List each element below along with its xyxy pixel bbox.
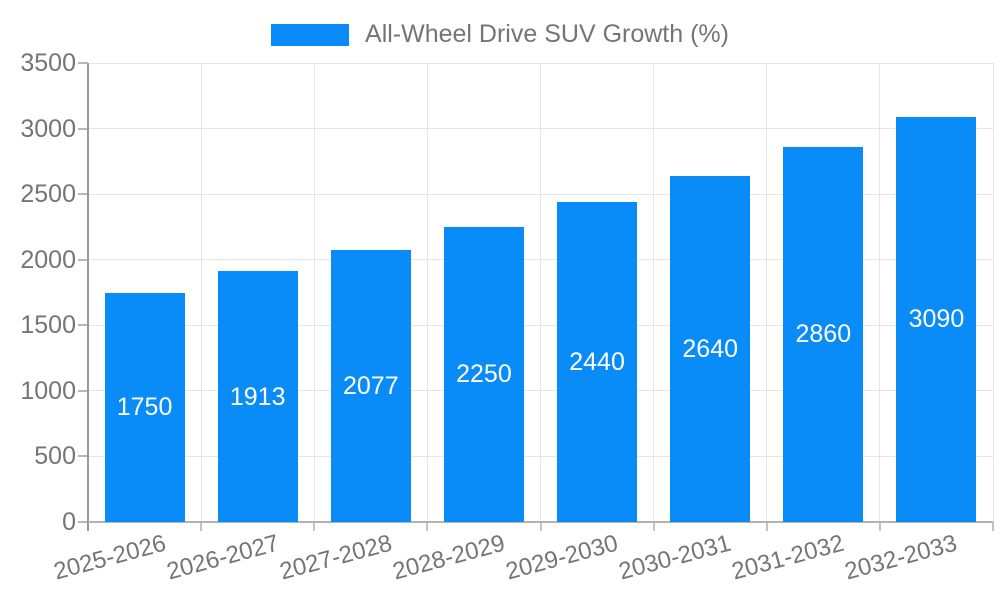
bar[interactable] bbox=[557, 202, 638, 522]
legend-swatch bbox=[271, 23, 350, 46]
x-gridline bbox=[313, 63, 315, 522]
x-tick-mark bbox=[652, 522, 655, 531]
bar[interactable] bbox=[896, 116, 977, 522]
x-tick-mark bbox=[539, 522, 542, 531]
bar[interactable] bbox=[443, 226, 524, 522]
y-tick-mark bbox=[78, 193, 88, 196]
bar[interactable] bbox=[104, 292, 185, 522]
y-tick-label: 3500 bbox=[20, 49, 76, 77]
x-tick-mark bbox=[313, 522, 316, 531]
bar-value-label: 2250 bbox=[456, 360, 512, 389]
x-tick-mark bbox=[878, 522, 881, 531]
y-tick-label: 1500 bbox=[20, 311, 76, 340]
y-tick-label: 2500 bbox=[20, 180, 76, 209]
x-gridline bbox=[879, 63, 881, 522]
bar-value-label: 1750 bbox=[116, 393, 173, 422]
bar-value-label: 2077 bbox=[343, 371, 399, 400]
x-tick-label: 2026-2027 bbox=[163, 529, 282, 586]
y-tick-label: 500 bbox=[34, 442, 76, 471]
x-tick-mark bbox=[200, 522, 203, 531]
x-tick-label: 2025-2026 bbox=[50, 529, 169, 586]
y-tick-mark bbox=[78, 62, 88, 64]
y-tick-label: 0 bbox=[62, 508, 76, 536]
y-tick-label: 2000 bbox=[20, 245, 76, 274]
x-gridline bbox=[766, 63, 768, 522]
y-axis-line bbox=[87, 63, 89, 531]
bar[interactable] bbox=[330, 249, 411, 522]
y-tick-mark bbox=[78, 389, 88, 392]
y-tick-label: 3000 bbox=[20, 114, 76, 143]
x-tick-label: 2028-2029 bbox=[389, 529, 508, 586]
y-tick-label: 1000 bbox=[20, 376, 76, 405]
x-axis-line bbox=[88, 521, 993, 523]
y-tick-mark bbox=[78, 127, 88, 130]
bar-value-label: 2440 bbox=[569, 348, 625, 376]
x-tick-label: 2031-2032 bbox=[729, 529, 848, 586]
bar[interactable] bbox=[670, 175, 751, 522]
bar-value-label: 1913 bbox=[229, 382, 286, 411]
y-tick-mark bbox=[78, 324, 88, 327]
x-gridline bbox=[200, 63, 202, 522]
y-tick-mark bbox=[78, 521, 88, 523]
bar-value-label: 2860 bbox=[795, 320, 852, 349]
x-gridline bbox=[992, 63, 994, 522]
y-tick-mark bbox=[78, 455, 88, 458]
bar[interactable] bbox=[783, 146, 864, 522]
legend[interactable]: All-Wheel Drive SUV Growth (%) bbox=[0, 20, 1000, 49]
bar[interactable] bbox=[217, 271, 298, 522]
y-tick-mark bbox=[78, 258, 88, 261]
x-gridline bbox=[426, 63, 428, 522]
x-gridline bbox=[653, 63, 655, 522]
x-tick-label: 2032-2033 bbox=[842, 529, 961, 586]
legend-label: All-Wheel Drive SUV Growth (%) bbox=[365, 20, 729, 48]
x-tick-label: 2029-2030 bbox=[503, 529, 621, 586]
x-tick-mark bbox=[765, 522, 768, 531]
x-tick-mark bbox=[426, 522, 429, 531]
x-gridline bbox=[540, 63, 541, 522]
bar-value-label: 2640 bbox=[682, 334, 738, 363]
bar-value-label: 3090 bbox=[908, 305, 965, 334]
x-tick-mark bbox=[992, 522, 994, 531]
x-tick-label: 2027-2028 bbox=[276, 529, 395, 586]
x-tick-label: 2030-2031 bbox=[616, 529, 734, 586]
